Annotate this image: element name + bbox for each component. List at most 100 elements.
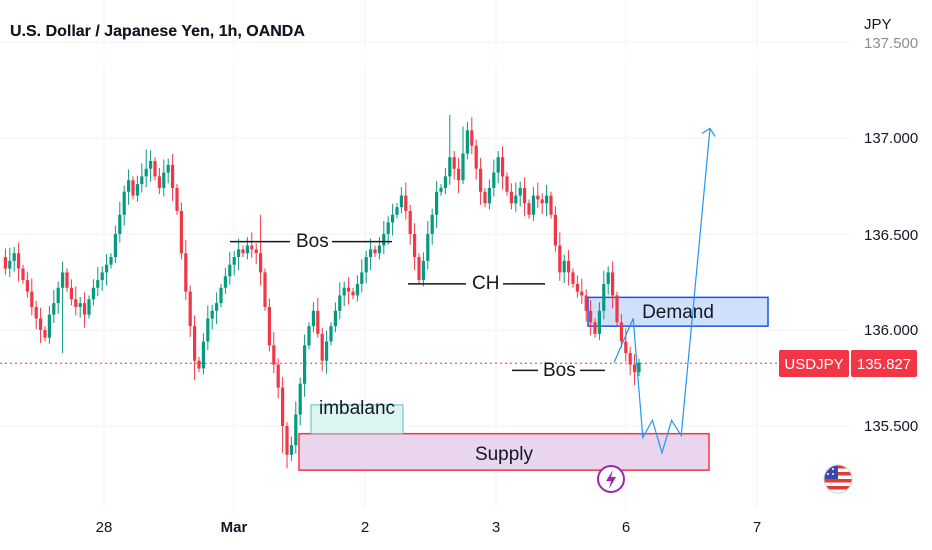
candle-body [637,362,641,373]
candle-body [408,210,412,234]
candle-body [201,341,205,369]
grid [0,0,850,510]
time-tick: Mar [221,519,248,536]
candle-body [153,161,157,177]
candle-body [531,195,535,215]
candle-body [259,253,263,273]
candle-body [624,341,628,354]
time-tick: 6 [622,519,630,536]
candle-body [74,299,78,307]
candle-body [135,184,139,196]
candle-body [316,310,320,334]
candle-body [606,272,610,284]
candle-body [430,214,434,234]
candle-body [65,272,69,288]
candle-body [545,195,549,204]
candle-body [549,195,553,215]
candle-body [633,364,637,373]
bos-left-label: Bos [296,231,329,252]
candle-body [118,214,122,234]
axis-fade [0,48,932,66]
candle-body [619,322,623,342]
candle-body [435,191,439,215]
candle-body [342,287,346,296]
candle-body [518,187,522,196]
candle-body [584,295,588,311]
candle-body [465,130,469,154]
candle-body [83,303,87,315]
candle-body [91,287,95,300]
candle-body [391,214,395,223]
candle-body [597,310,601,334]
candle-body [589,310,593,323]
candle-body [426,234,430,261]
time-tick: 7 [753,519,761,536]
candle-body [514,195,518,204]
price-tag-symbol: USDJPY [784,356,843,373]
candle-body [166,164,170,173]
imbalance-zone[interactable] [310,404,404,435]
candle-body [479,168,483,192]
candle-body [496,157,500,173]
candle-body [254,249,258,254]
candle-body [395,207,399,215]
candle-body [219,287,223,304]
price-tag-symbol-bg [779,350,849,377]
candle-body [448,157,452,177]
candle-body [298,383,302,415]
candle-body [193,326,197,361]
candle-body [474,145,478,169]
candle-body [553,214,557,246]
candle-body [505,176,509,192]
candle-body [307,326,311,346]
candle-body [523,187,527,204]
currency-label: JPY [864,16,892,33]
candle-body [593,322,597,334]
imbalance-label: imbalanc [319,398,395,419]
candle-body [171,164,175,188]
candle-body [21,268,25,281]
us-flag-icon[interactable] [823,464,853,494]
price-tick: 135.500 [864,418,918,435]
candle-body [421,260,425,281]
candle-body [52,303,56,315]
candle-body [215,303,219,311]
price-tag[interactable]: USDJPY 135.827 [779,350,917,377]
candle-body [492,172,496,188]
candle-body [369,249,373,258]
candle-body [364,257,368,273]
candle-body [30,291,34,307]
candle-body [210,310,214,319]
candle-body [276,364,280,388]
lightning-icon[interactable] [597,465,625,493]
candle-body [17,253,21,269]
candle-body [351,291,355,296]
candle-body [131,180,135,196]
candle-body [399,195,403,208]
candle-body [127,180,131,192]
supply-zone[interactable] [298,432,710,471]
time-tick: 3 [492,519,500,536]
candle-body [12,253,16,261]
candle-body [470,130,474,146]
candle-body [144,168,148,177]
candle-body [206,318,210,342]
candle-body [237,249,241,258]
candle-body [69,287,73,300]
candle-body [527,203,531,215]
candle-body [228,264,232,277]
candle-body [105,264,109,273]
candle-body [25,280,29,292]
candle-body [162,172,166,188]
projection-path[interactable] [613,128,711,456]
price-axis: JPY 137.500 137.000 136.500 136.000 135.… [864,16,918,435]
candle-body [333,310,337,327]
candle-body [263,272,267,307]
candle-body [483,191,487,204]
candle-body [386,222,390,234]
candle-body [382,234,386,246]
candle-body [377,245,381,254]
time-tick: 28 [96,519,113,536]
candle-body [232,257,236,265]
